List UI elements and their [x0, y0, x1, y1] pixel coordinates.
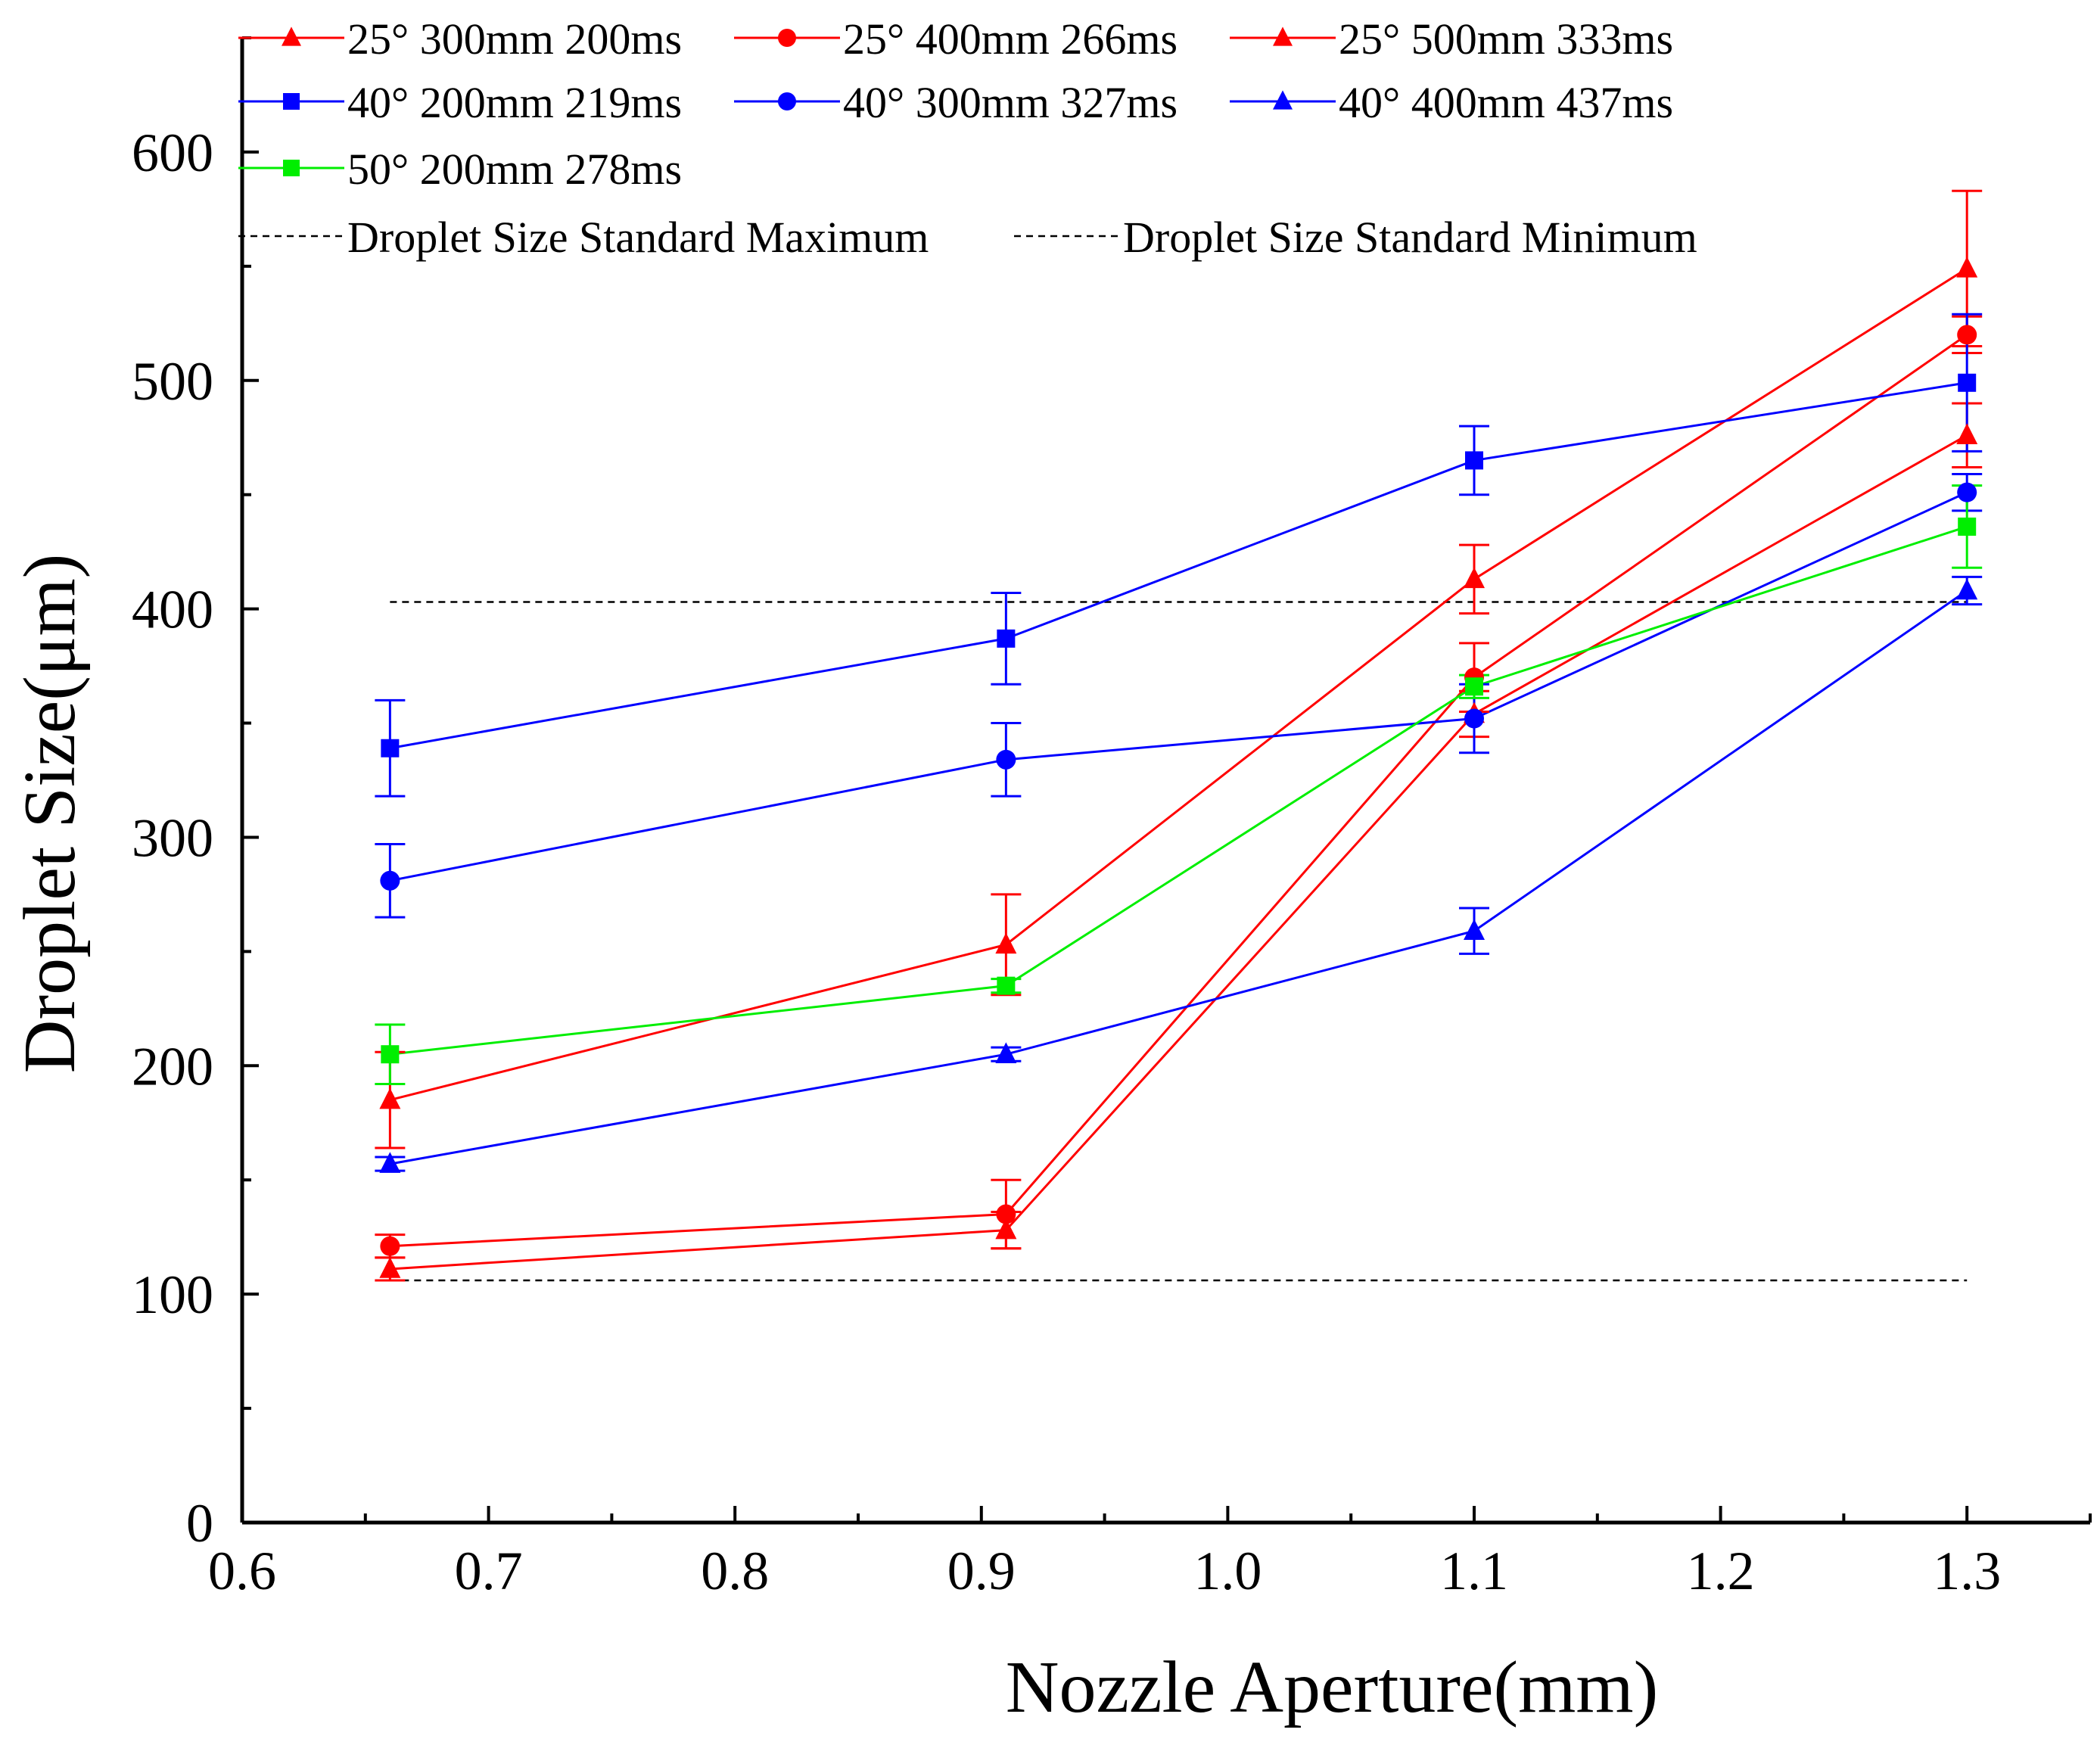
legend-label: 25° 400mm 266ms: [843, 14, 1178, 64]
data-point-1-3: [1957, 325, 1977, 345]
x-tick-label: 1.0: [1193, 1541, 1262, 1601]
data-point-6-1: [997, 976, 1016, 995]
legend-label: 50° 200mm 278ms: [347, 145, 682, 194]
data-point-2-3: [1956, 423, 1978, 445]
y-tick-label: 300: [132, 807, 213, 868]
x-tick-label: 0.6: [208, 1541, 276, 1601]
legend-marker: [283, 93, 300, 110]
y-tick-label: 400: [132, 580, 213, 640]
legend-label: 40° 300mm 327ms: [843, 78, 1178, 127]
x-tick-label: 1.1: [1440, 1541, 1508, 1601]
y-tick-label: 600: [132, 123, 213, 183]
data-markers: [379, 257, 1978, 1278]
data-point-3-3: [1958, 373, 1977, 392]
legend-label: Droplet Size Standard Maximum: [347, 213, 929, 262]
legend-label: 40° 200mm 219ms: [347, 78, 682, 127]
tick-labels: 0.6 0.7 0.8 0.9 1.0 1.1 1.2 1.3 0 100 200 300 400 500…: [132, 123, 2001, 1601]
data-point-6-0: [381, 1045, 400, 1064]
legend-label: Droplet Size Standard Minimum: [1123, 213, 1697, 262]
series-line-1: [390, 334, 1968, 1248]
x-tick-label: 1.2: [1687, 1541, 1755, 1601]
data-point-2-0: [379, 1257, 401, 1278]
legend-marker: [778, 92, 796, 110]
x-tick-label: 0.9: [947, 1541, 1016, 1601]
series-line-2: [390, 434, 1968, 1271]
data-point-4-1: [996, 749, 1016, 770]
data-point-1-1: [996, 1204, 1016, 1224]
legend-marker: [283, 160, 300, 176]
data-point-4-0: [380, 870, 400, 891]
y-tick-label: 100: [132, 1265, 213, 1325]
x-tick-label: 0.8: [701, 1541, 769, 1601]
data-point-3-0: [381, 739, 400, 757]
y-tick-label: 200: [132, 1036, 213, 1097]
data-point-0-3: [1956, 257, 1978, 278]
data-point-0-2: [1464, 567, 1485, 589]
y-tick-label: 500: [132, 351, 213, 412]
data-point-0-0: [379, 1087, 401, 1109]
data-point-1-0: [380, 1236, 400, 1256]
data-point-3-2: [1465, 451, 1483, 470]
data-point-2-1: [995, 1218, 1017, 1240]
data-point-5-2: [1464, 919, 1485, 941]
legend-label: 25° 500mm 333ms: [1339, 14, 1673, 64]
axes: [240, 36, 2092, 1525]
data-point-6-3: [1958, 517, 1977, 536]
legend-marker: [778, 29, 796, 47]
data-point-5-3: [1956, 578, 1978, 600]
series-line-6: [390, 525, 1968, 1056]
legend-marker: [1273, 26, 1293, 46]
y-axis-title: Droplet Size(μm): [9, 554, 91, 1074]
data-point-5-0: [379, 1152, 401, 1173]
series-line-4: [390, 491, 1968, 882]
x-tick-label: 1.3: [1933, 1541, 2001, 1601]
data-point-5-1: [995, 1042, 1017, 1064]
series-line-0: [389, 267, 1968, 1102]
error-bars: [375, 189, 1983, 1282]
series-lines: [389, 267, 1968, 1282]
legend-label: 40° 400mm 437ms: [1339, 78, 1673, 127]
series-line-5: [390, 589, 1968, 1165]
data-point-0-1: [995, 932, 1017, 954]
legend-marker: [1273, 90, 1293, 110]
data-point-6-2: [1465, 677, 1483, 696]
data-point-4-3: [1957, 482, 1977, 502]
x-axis-title: Nozzle Aperture(mm): [1006, 1647, 1659, 1728]
data-point-4-2: [1464, 708, 1484, 729]
y-tick-label: 0: [186, 1493, 213, 1554]
legend: 25° 300mm 200ms 25° 400mm 266ms 25° 500mm …: [238, 14, 1697, 262]
series-line-3: [390, 381, 1968, 750]
legend-marker: [282, 26, 301, 46]
data-point-3-1: [997, 629, 1016, 648]
legend-label: 25° 300mm 200ms: [347, 14, 682, 64]
x-tick-label: 0.7: [455, 1541, 523, 1601]
